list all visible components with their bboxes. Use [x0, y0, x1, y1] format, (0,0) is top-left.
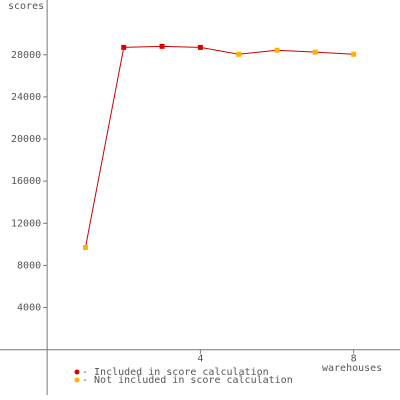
y-tick-label: 24000 [11, 92, 41, 103]
y-tick-label: 12000 [11, 218, 41, 229]
data-point [159, 43, 165, 49]
y-tick-label: 28000 [11, 50, 41, 61]
data-point [274, 47, 280, 53]
data-point [312, 49, 318, 55]
data-point [121, 44, 127, 50]
data-point [197, 44, 203, 50]
legend-marker [74, 369, 80, 375]
legend-marker [74, 377, 80, 383]
y-axis-label: scores [8, 1, 44, 12]
y-tick-label: 20000 [11, 134, 41, 145]
data-point [236, 51, 242, 57]
x-axis-label: warehouses [322, 363, 382, 374]
data-point [82, 245, 88, 251]
x-tick-label: 4 [197, 354, 203, 365]
legend-label: - Included in score calculation [82, 367, 269, 378]
y-tick-label: 16000 [11, 176, 41, 187]
data-point [351, 51, 357, 57]
y-tick-label: 8000 [17, 260, 41, 271]
data-line [84, 45, 354, 248]
y-tick-label: 4000 [17, 303, 41, 314]
x-tick-label: 8 [351, 354, 357, 365]
legend-label: - Not included in score calculation [82, 375, 293, 386]
